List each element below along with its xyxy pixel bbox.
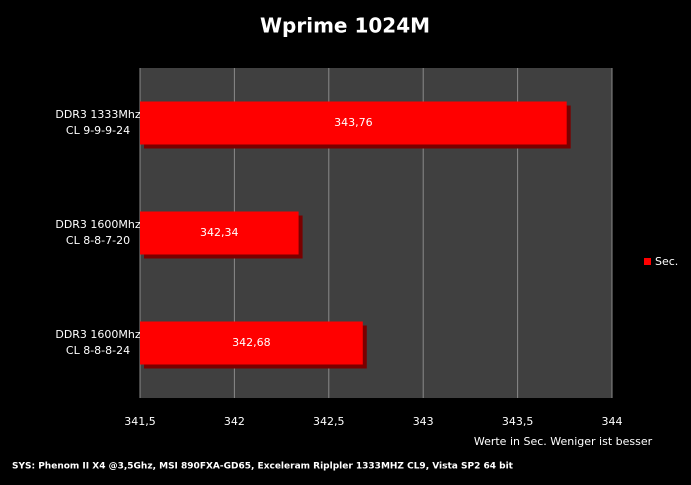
- y-tick-label: DDR3 1333Mhz: [55, 108, 141, 121]
- y-tick-label: CL 9-9-9-24: [66, 124, 130, 137]
- bar: [140, 101, 567, 145]
- x-axis-label: Werte in Sec. Weniger ist besser: [474, 435, 653, 448]
- legend-swatch: [644, 258, 651, 265]
- x-tick-label: 342,5: [313, 415, 345, 428]
- x-tick-label: 343: [413, 415, 434, 428]
- x-tick-label: 341,5: [124, 415, 156, 428]
- bar: [140, 321, 363, 365]
- y-tick-label: CL 8-8-8-24: [66, 344, 130, 357]
- value-label: 343,76: [334, 116, 373, 129]
- legend-label: Sec.: [655, 255, 678, 268]
- value-label: 342,34: [200, 226, 239, 239]
- x-tick-label: 344: [602, 415, 623, 428]
- x-tick-label: 343,5: [502, 415, 534, 428]
- bar: [140, 211, 299, 255]
- y-tick-label: DDR3 1600Mhz: [55, 218, 141, 231]
- x-tick-label: 342: [224, 415, 245, 428]
- value-label: 342,68: [232, 336, 271, 349]
- footnote: SYS: Phenom II X4 @3,5Ghz, MSI 890FXA-GD…: [12, 462, 514, 472]
- y-tick-label: CL 8-8-7-20: [66, 234, 130, 247]
- chart-title: Wprime 1024M: [260, 14, 430, 38]
- y-tick-label: DDR3 1600Mhz: [55, 328, 141, 341]
